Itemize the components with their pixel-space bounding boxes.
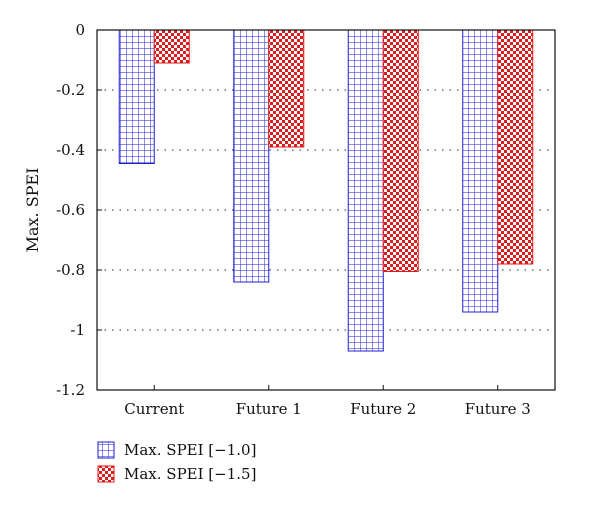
- y-tick-label: -0.6: [56, 201, 85, 219]
- legend-label: Max. SPEI [−1.5]: [124, 465, 256, 483]
- legend-swatch: [97, 465, 115, 483]
- bars: [118, 29, 534, 352]
- y-tick-label: -1: [70, 321, 85, 339]
- y-axis: 0 -0.2 -0.4 -0.6 -0.8 -1 -1.2: [56, 21, 102, 399]
- bar-series-2-current: [153, 29, 190, 64]
- x-tick-label: Current: [124, 400, 184, 418]
- y-axis-title: Max. SPEI: [23, 168, 42, 253]
- bar-series-1-future-3: [462, 29, 499, 313]
- y-tick-label: -0.2: [56, 81, 85, 99]
- y-tick-label: -1.2: [56, 381, 85, 399]
- grid-lines: [97, 89, 555, 331]
- y-tick-label: 0: [75, 21, 85, 39]
- bar-series-2-future-1: [268, 29, 305, 148]
- y-tick-label: -0.4: [56, 141, 85, 159]
- legend: Max. SPEI [−1.0] Max. SPEI [−1.5]: [97, 441, 256, 483]
- legend-swatch: [97, 441, 115, 459]
- bar-series-1-current: [118, 29, 155, 164]
- y-tick-label: -0.8: [56, 261, 85, 279]
- x-tick-label: Future 2: [350, 400, 416, 418]
- bar-series-1-future-1: [233, 29, 270, 283]
- x-tick-label: Future 1: [236, 400, 302, 418]
- x-tick-label: Future 3: [465, 400, 531, 418]
- x-axis: Current Future 1 Future 2 Future 3: [124, 385, 531, 418]
- bar-series-2-future-3: [497, 29, 534, 265]
- bar-series-1-future-2: [347, 29, 384, 352]
- legend-label: Max. SPEI [−1.0]: [124, 441, 256, 459]
- bar-series-2-future-2: [382, 29, 419, 272]
